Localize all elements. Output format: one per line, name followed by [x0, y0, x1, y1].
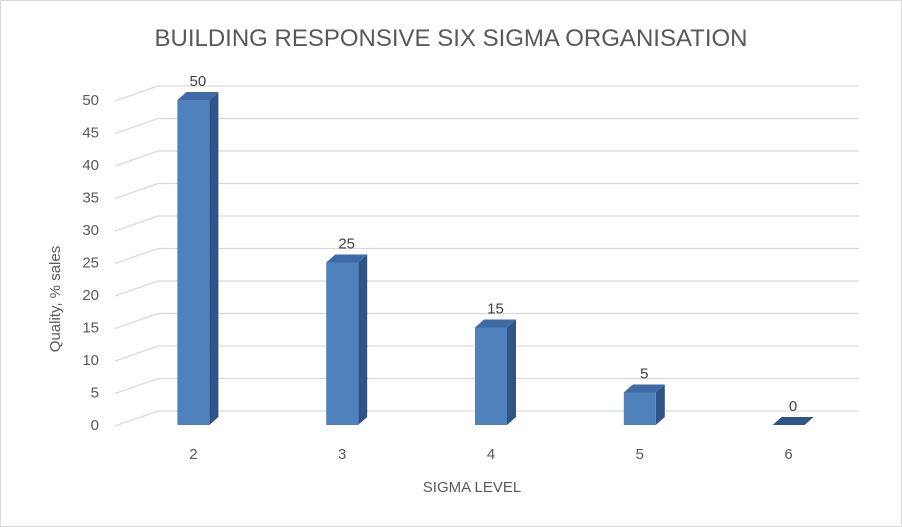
bar-front	[177, 100, 210, 425]
bar-top	[772, 417, 814, 425]
bar-top	[177, 92, 219, 100]
bar-top	[623, 384, 665, 393]
x-tick-label: 3	[338, 446, 346, 463]
gridline	[114, 312, 859, 330]
data-label: 0	[789, 398, 797, 415]
y-tick-label: 15	[82, 320, 99, 337]
x-tick-label: 6	[784, 446, 792, 463]
y-axis-title: Quality, % sales	[47, 246, 64, 352]
bar-side	[358, 254, 368, 425]
y-tick-label: 25	[82, 255, 99, 272]
gridline	[114, 215, 859, 232]
y-tick-label: 20	[82, 287, 99, 304]
y-tick-label: 40	[82, 157, 99, 174]
gridline	[114, 182, 859, 200]
bar-side	[507, 319, 516, 425]
bar-front	[326, 262, 359, 425]
bars	[177, 92, 814, 425]
bar-6	[772, 417, 814, 425]
data-label: 15	[487, 301, 504, 318]
gridlines	[114, 85, 859, 427]
x-tick-label: 5	[636, 446, 644, 463]
x-axis-ticks: 2 3 4 5 6	[189, 446, 793, 463]
bar-5	[623, 384, 665, 425]
y-tick-label: 50	[82, 92, 99, 109]
bar-top	[475, 319, 516, 328]
gridline	[114, 85, 859, 102]
x-tick-label: 2	[189, 446, 197, 463]
data-label: 5	[640, 366, 648, 383]
data-label: 50	[190, 73, 207, 90]
bar-side	[655, 384, 665, 425]
y-tick-label: 45	[82, 125, 99, 142]
bar-4	[475, 319, 516, 425]
gridline	[114, 247, 859, 265]
gridline	[114, 345, 859, 362]
chart-title: BUILDING RESPONSIVE SIX SIGMA ORGANISATI…	[154, 25, 747, 52]
gridline	[114, 117, 859, 135]
y-axis-ticks: 0 5 10 15 20 25 30 35 40 45 50	[82, 92, 99, 434]
y-tick-label: 5	[91, 385, 99, 402]
data-label: 25	[338, 236, 355, 253]
gridline	[114, 150, 859, 167]
gridline	[114, 280, 859, 297]
bar-side	[209, 92, 219, 425]
y-tick-label: 35	[82, 190, 99, 207]
y-tick-label: 30	[82, 222, 99, 239]
bar-3	[326, 254, 368, 425]
gridline	[114, 377, 859, 395]
y-tick-label: 0	[91, 417, 99, 434]
bar-2	[177, 92, 219, 425]
bar-front	[623, 392, 656, 425]
x-tick-label: 4	[487, 446, 495, 463]
bar-top	[326, 254, 368, 263]
x-axis-title: SIGMA LEVEL	[423, 479, 521, 496]
bar-front	[475, 327, 507, 425]
y-tick-label: 10	[82, 352, 99, 369]
